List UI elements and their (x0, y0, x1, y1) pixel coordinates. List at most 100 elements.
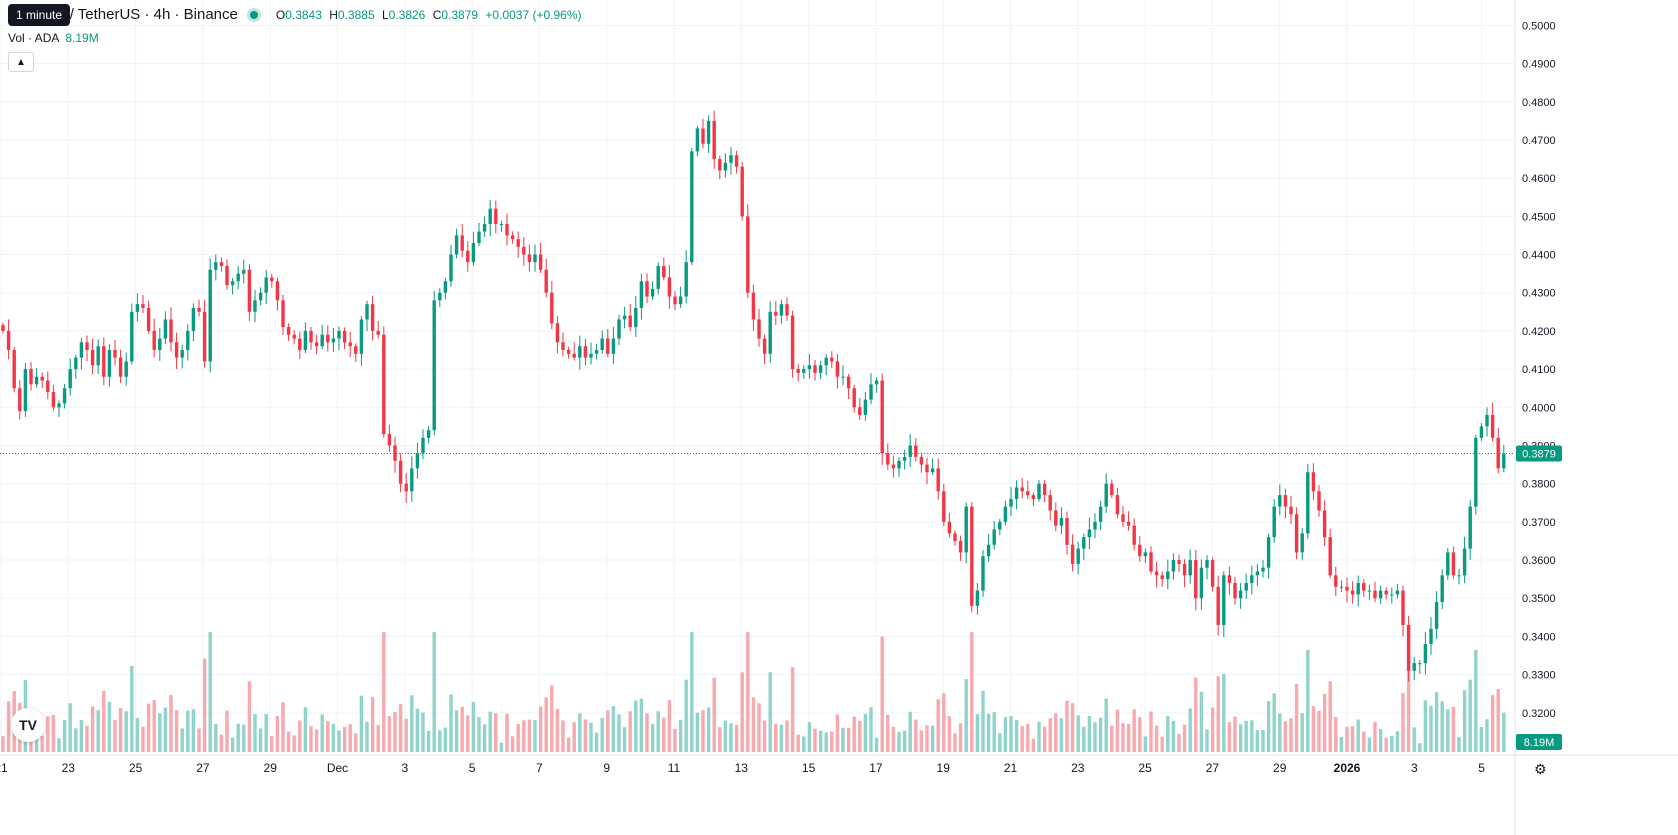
candle-body (398, 460, 403, 484)
volume-bar (544, 697, 548, 752)
candle-body (393, 445, 397, 461)
volume-bar (191, 709, 196, 752)
volume-bar (1014, 720, 1019, 752)
volume-bar (1194, 677, 1198, 752)
volume-bar (645, 713, 649, 752)
candle-body (802, 369, 806, 373)
volume-bar (1334, 717, 1338, 752)
candle-body (1468, 506, 1472, 549)
candle-body (449, 254, 453, 282)
candle-body (1149, 552, 1153, 572)
candle-body (314, 342, 319, 347)
candle-body (555, 323, 560, 343)
volume-bar (1065, 700, 1069, 752)
candle-body (891, 464, 896, 469)
candle-body (158, 338, 162, 350)
time-axis[interactable]: 21 23 25 27 29 Dec 3 5 7 9 11 13 15 17 19 21 23 25 27 29 202… (0, 761, 1485, 775)
volume-bar (1222, 673, 1226, 752)
candle-body (768, 311, 772, 354)
candle-body (482, 223, 487, 232)
volume-bar (1059, 718, 1064, 752)
candle-body (85, 342, 89, 350)
volume-bar (936, 699, 940, 752)
candle-body (230, 281, 235, 286)
candle-body (1222, 575, 1226, 625)
volume-bar (415, 708, 420, 752)
volume-bar (281, 702, 285, 752)
candle-body (34, 376, 39, 385)
volume-bar (382, 632, 386, 752)
volume-bar (706, 707, 711, 752)
candle-body (589, 353, 593, 358)
candle-body (774, 311, 778, 316)
volume-bar (1406, 669, 1411, 752)
candle-body (1350, 590, 1355, 595)
candle-body (1160, 575, 1164, 580)
candle-body (1367, 590, 1372, 592)
candle-body (320, 334, 324, 347)
volume-bar (852, 716, 856, 752)
candle-body (751, 292, 756, 320)
last-price-label: 0.3879 (1522, 448, 1556, 460)
candle-body (914, 445, 918, 457)
candle-body (141, 304, 145, 308)
market-status-icon[interactable] (249, 10, 258, 19)
time-tick-label: 3 (401, 761, 408, 775)
price-axis[interactable]: 0.5000 0.4900 0.4800 0.4700 0.4600 0.4500 0.44… (1522, 20, 1556, 719)
volume-bar (1423, 700, 1428, 752)
volume-bar (1345, 726, 1349, 752)
candle-body (1042, 483, 1047, 496)
candle-body (762, 338, 767, 354)
volume-bar (1457, 737, 1461, 752)
candle-body (169, 319, 173, 343)
candle-body (438, 292, 442, 301)
candle-body (930, 468, 935, 473)
candle-body (96, 346, 100, 366)
candle-body (606, 338, 610, 354)
volume-label[interactable]: Vol · ADA (8, 31, 60, 45)
time-tick-label: 5 (1478, 761, 1485, 775)
volume-bar (701, 710, 705, 752)
candle-body (942, 491, 946, 522)
candle-body (600, 338, 604, 350)
volume-bar (426, 730, 431, 752)
candle-body (734, 155, 739, 167)
volume-bar (1350, 726, 1355, 752)
tradingview-logo-icon[interactable]: TV (11, 708, 45, 742)
volume-bar (723, 720, 728, 752)
volume-bar (471, 701, 476, 752)
candle-body (953, 533, 957, 541)
volume-bar (494, 713, 498, 752)
gear-icon[interactable]: ⚙ (1534, 761, 1547, 777)
candle-body (488, 208, 492, 224)
candle-body (258, 292, 263, 301)
candle-body (880, 380, 884, 454)
candle-body (919, 456, 924, 465)
candle-body (1289, 506, 1293, 515)
candle-body (107, 349, 112, 377)
candle-body (779, 304, 784, 316)
candle-body (270, 277, 274, 282)
volume-bar (264, 713, 268, 752)
volume-bar (505, 713, 509, 752)
volume-bar (40, 735, 44, 752)
volume-bar (958, 723, 963, 752)
price-tick-label: 0.3400 (1522, 631, 1556, 643)
candle-body (174, 342, 179, 358)
candle-body (712, 120, 716, 160)
chevron-up-icon: ▲ (16, 56, 26, 68)
volume-bar (830, 731, 834, 752)
candle-body (1345, 586, 1349, 591)
candle-body (247, 269, 252, 312)
volume-legend: Vol · ADA 8.19M (8, 31, 99, 45)
candle-body (74, 357, 78, 370)
volume-bar (1216, 676, 1220, 752)
volume-bar (387, 716, 392, 752)
candle-body (566, 349, 571, 354)
interval-tooltip: 1 minute (8, 4, 71, 26)
volume-bar (925, 725, 929, 752)
candle-body (1166, 571, 1170, 580)
time-tick-label: 29 (264, 761, 278, 775)
collapse-legend-button[interactable]: ▲ (8, 52, 34, 72)
